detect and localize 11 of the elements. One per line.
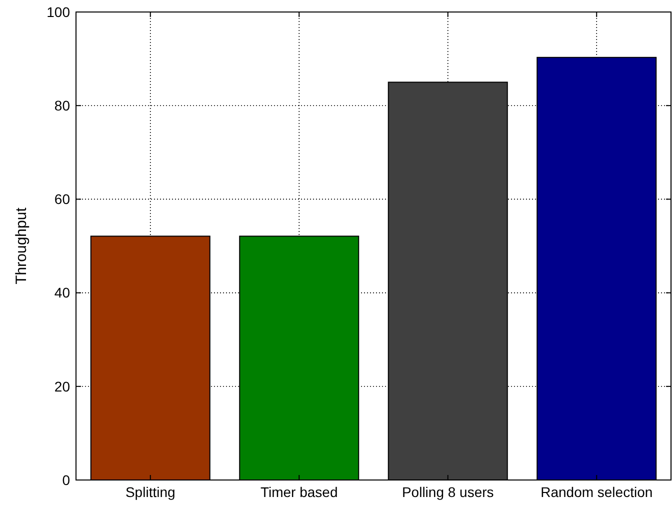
x-tick-label: Polling 8 users	[402, 484, 494, 500]
x-tick-label: Random selection	[540, 484, 653, 500]
y-tick-label: 60	[54, 191, 70, 208]
y-tick-label: 40	[54, 284, 70, 301]
y-tick-label: 100	[46, 4, 70, 20]
x-tick-label: Splitting	[125, 484, 176, 500]
y-tick-label: 80	[54, 98, 70, 114]
y-axis-title: Throughput	[13, 206, 30, 284]
y-tick-label: 0	[62, 472, 70, 488]
y-tick-label: 20	[54, 378, 70, 394]
x-tick-label: Timer based	[260, 484, 338, 500]
